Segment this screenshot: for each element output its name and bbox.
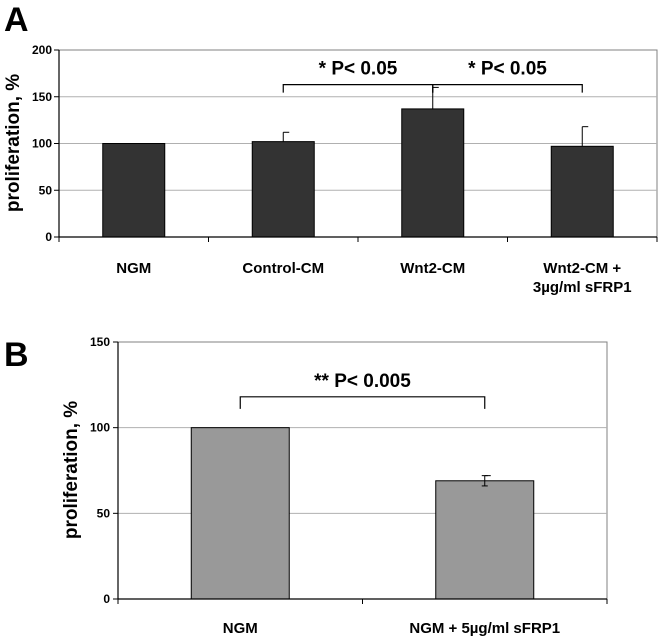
panel-a-bar: [401, 108, 465, 238]
panel-a-ylabel: proliferation, %: [3, 74, 24, 212]
panel-a-category-label: Wnt2-CM: [400, 260, 465, 277]
panel-b-category-label-line: NGM + 5µg/ml sFRP1: [409, 620, 560, 637]
panel-b-ylabel: proliferation, %: [61, 401, 82, 539]
panel-b-letter: B: [4, 336, 29, 374]
panel-a-ytick-label: 100: [32, 137, 52, 151]
panel-a-ytick-label: 200: [32, 43, 52, 57]
panel-b-category-label: NGM + 5µg/ml sFRP1: [409, 620, 560, 637]
panel-a-ytick-label: 50: [39, 183, 53, 197]
panel-b-bar: [435, 480, 535, 600]
panel-b-ytick-label: 100: [90, 421, 110, 435]
panel-b-significance-label: ** P< 0.005: [314, 371, 411, 392]
panel-a-letter: A: [4, 1, 29, 39]
panel-b-ytick-label: 150: [90, 335, 110, 349]
panel-a-category-label-line: Control-CM: [242, 260, 324, 277]
panel-a-significance-label: * P< 0.05: [319, 59, 398, 80]
panel-a-significance-bracket: [282, 83, 434, 93]
panel-a-significance-bracket: [432, 83, 583, 93]
panel-b-ytick-label: 50: [97, 506, 111, 520]
panel-a-category-label-line: NGM: [116, 260, 151, 277]
panel-b-bar: [190, 427, 290, 600]
panel-a-category-label: Control-CM: [242, 260, 324, 277]
panel-b: B proliferation, % 0 50 100 150 NGM NGM + 5µ…: [4, 335, 608, 637]
panel-b-ytick-label: 0: [103, 592, 110, 606]
panel-a-significance-label: * P< 0.05: [468, 59, 547, 80]
panel-a-category-label-line: 3µg/ml sFRP1: [533, 279, 632, 296]
panel-b-category-label: NGM: [223, 620, 258, 637]
panel-a-category-label-line: Wnt2-CM +: [543, 260, 621, 277]
panel-b-category-label-line: NGM: [223, 620, 258, 637]
panel-a-bar: [550, 145, 614, 238]
panel-a-category-label: Wnt2-CM + 3µg/ml sFRP1: [533, 260, 632, 296]
panel-b-significance-bracket: [239, 396, 486, 409]
panel-a-category-label-line: Wnt2-CM: [400, 260, 465, 277]
panel-a-ytick-label: 0: [45, 230, 52, 244]
panel-a-ytick-label: 150: [32, 90, 52, 104]
panel-a-bar: [102, 143, 166, 238]
panel-a: A proliferation, % 0 50 100 150 200 NGM Contr…: [3, 1, 658, 296]
panel-a-bar: [251, 141, 315, 238]
panel-a-category-label: NGM: [116, 260, 151, 277]
